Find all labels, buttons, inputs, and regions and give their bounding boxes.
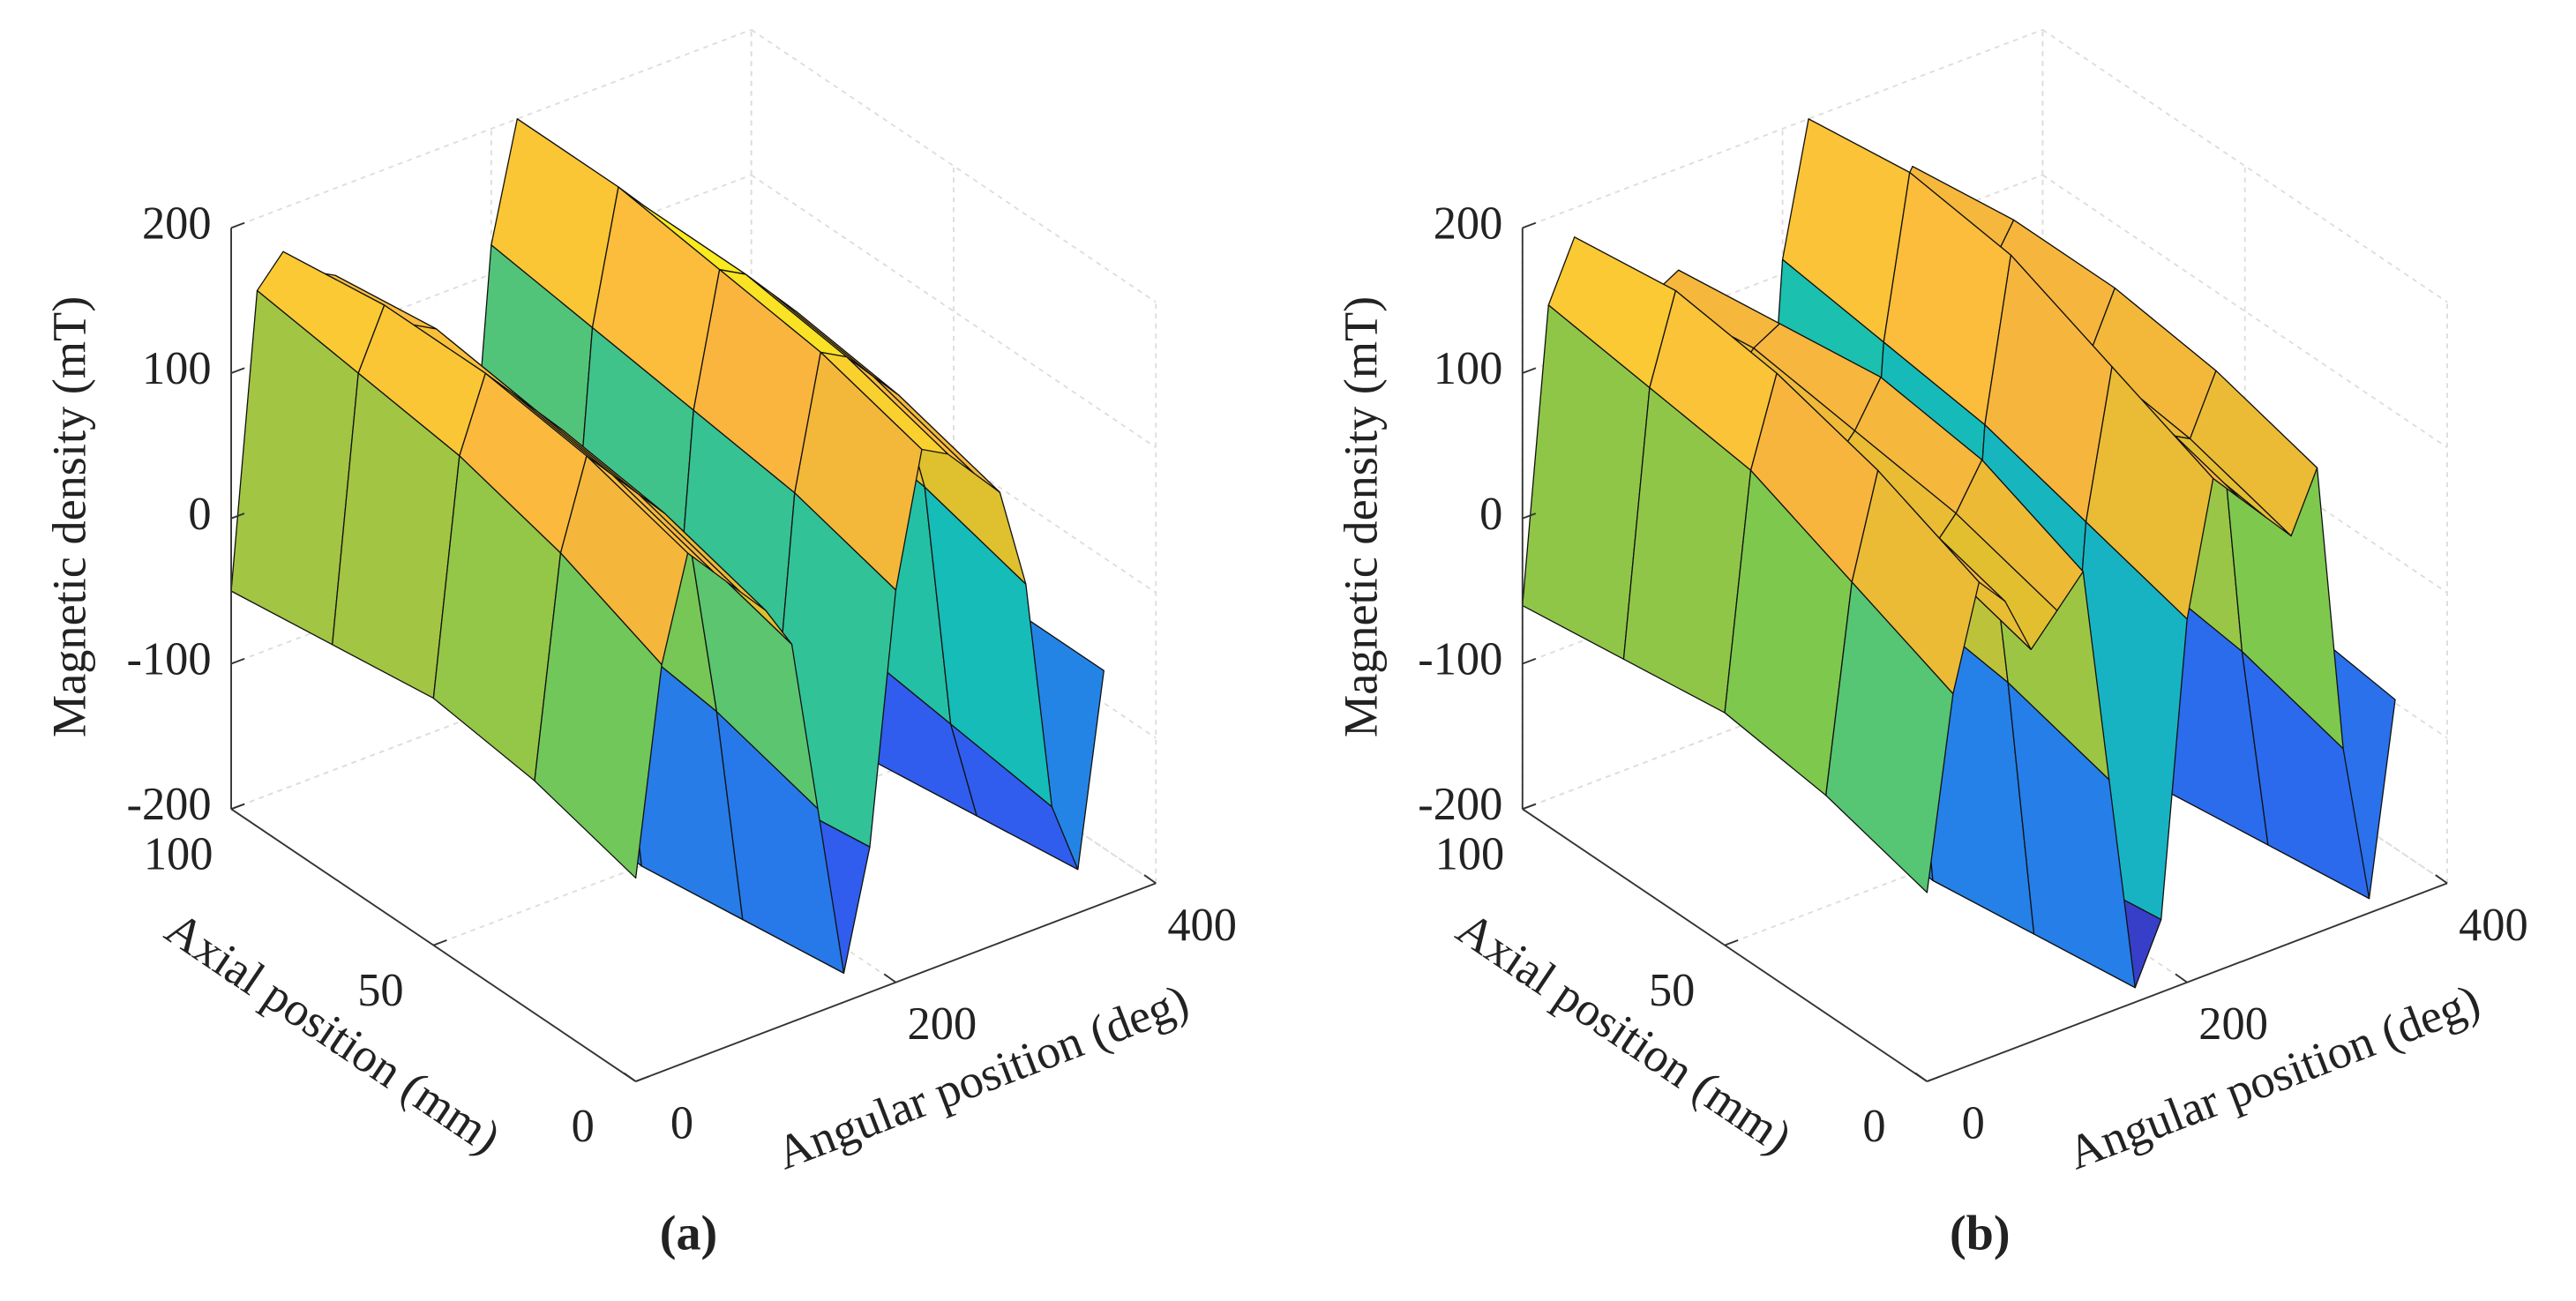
y-axis-label: Axial position (mm) [1448,901,1801,1164]
tick-mark [2175,973,2188,983]
y-tick-label: 50 [1649,965,1695,1016]
tick-mark [1522,803,1537,811]
grid-line [2041,28,2448,303]
grid-line [751,28,1157,303]
z-axis-label: Magnetic density (mT) [43,296,96,737]
z-axis-label: Magnetic density (mT) [1334,296,1387,737]
z-tick-label: -100 [1418,634,1502,685]
tick-mark [230,657,245,665]
grid-line [1522,28,2043,229]
tick-mark [230,512,245,520]
tick-mark [433,939,447,946]
tick-mark [1927,1075,1941,1082]
tick-mark [230,367,245,374]
tick-mark [1522,512,1537,520]
y-tick-label: 0 [572,1101,595,1152]
grid-line [751,174,1157,449]
x-tick-label: 400 [1167,900,1237,951]
x-tick-label: 0 [1962,1097,1985,1148]
panel-label: (b) [1950,1207,2011,1261]
tick-mark [1724,939,1739,946]
tick-mark [1522,657,1537,665]
tick-mark [1914,1072,1928,1082]
tick-mark [1522,367,1537,374]
y-tick-label: 100 [1435,828,1505,879]
tick-mark [623,1072,637,1082]
z-tick-label: 100 [1434,343,1503,394]
z-tick-label: 0 [188,489,211,540]
y-tick-label: 50 [357,965,403,1016]
tick-mark [1143,874,1157,885]
x-tick-label: 400 [2459,900,2528,951]
y-tick-label: 0 [1862,1101,1885,1152]
x-axis-label: Angular position (deg) [2061,974,2487,1179]
tick-mark [2435,874,2448,885]
grid-line [2041,174,2448,449]
x-axis-label: Angular position (deg) [769,974,1195,1179]
tick-mark [230,221,245,229]
z-tick-label: -100 [127,634,212,685]
y-axis-label: Axial position (mm) [156,901,510,1164]
surface-patch [1825,581,1954,894]
z-tick-label: 200 [142,198,212,249]
tick-mark [1522,221,1537,229]
surface-patch [534,552,663,879]
panel: -200 -100 0 100 200 0 50 100 0 200 400 Magnetic den… [43,28,1237,1261]
panel: -200 -100 0 100 200 0 50 100 0 200 400 Magnetic den… [1334,28,2528,1261]
x-tick-label: 200 [2198,998,2268,1050]
tick-mark [635,1075,649,1082]
z-tick-label: -200 [1418,779,1502,830]
tick-mark [230,803,245,811]
panel-label: (a) [660,1207,717,1261]
z-tick-label: 0 [1479,489,1502,540]
tick-mark [883,973,896,983]
y-tick-label: 100 [144,828,213,879]
z-tick-label: 200 [1434,198,1503,249]
x-tick-label: 200 [908,998,977,1050]
grid-line [230,28,752,229]
z-tick-label: 100 [142,343,212,394]
x-tick-label: 0 [670,1097,693,1148]
z-tick-label: -200 [127,779,212,830]
